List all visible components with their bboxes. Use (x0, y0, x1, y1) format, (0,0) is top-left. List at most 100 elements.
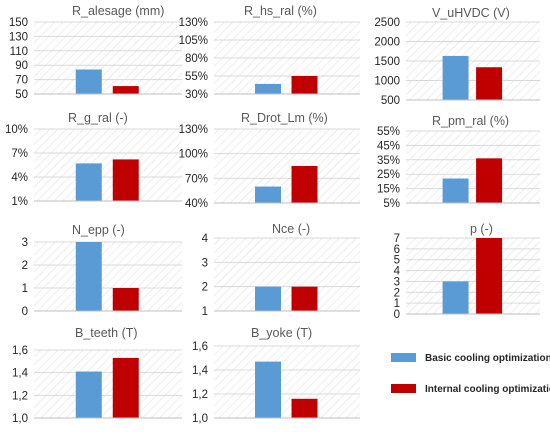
y-tick-label: 30% (185, 89, 208, 101)
chart-panel: 10% 7% 4% 1% R_g_ral (-) (5, 111, 182, 208)
y-tick-label: 2 (22, 260, 28, 272)
chart-title: R_pm_ral (%) (432, 114, 509, 128)
bar-internal (291, 398, 318, 418)
y-tick-label: 4 (394, 266, 401, 278)
y-tick-label: 90 (15, 60, 28, 72)
legend-swatch-internal (391, 384, 416, 393)
y-tick-label: 130% (179, 124, 208, 136)
y-tick-label: 1% (11, 196, 28, 208)
y-tick-label: 1,0 (192, 413, 208, 425)
chart-title: R_g_ral (-) (68, 111, 128, 125)
chart-panel: 55% 45% 35% 25% 15% 5% R_pm_ral (%) (377, 114, 540, 210)
y-tick-label: 2 (202, 282, 208, 294)
y-tick-label: 1,6 (12, 345, 28, 357)
y-tick-label: 35% (377, 155, 400, 167)
y-tick-label: 110 (10, 46, 28, 58)
plot-area (214, 129, 360, 203)
y-tick-label: 1000 (374, 76, 400, 88)
chart-panel: 1,6 1,4 1,2 1,0 B_yoke (T) (192, 326, 360, 425)
y-tick-label: 1 (22, 283, 28, 295)
plot-area (214, 238, 360, 311)
legend: Basic cooling optimization Internal cool… (391, 353, 550, 395)
y-tick-label: 3 (202, 257, 208, 269)
y-tick-label: 2 (394, 287, 400, 299)
chart-title: R_Drot_Lm (%) (241, 111, 328, 125)
y-tick-label: 6 (394, 244, 400, 256)
bar-basic (75, 163, 102, 201)
bar-basic (75, 242, 102, 311)
chart-panel: 1,6 1,4 1,2 1,0 B_teeth (T) (12, 326, 182, 425)
y-tick-label: 1 (394, 298, 400, 310)
y-tick-label: 500 (381, 95, 400, 107)
bar-internal (291, 76, 318, 94)
chart-title: B_teeth (T) (75, 326, 138, 340)
y-tick-label: 130 (9, 31, 28, 43)
bar-internal (476, 238, 503, 314)
y-tick-label: 15% (377, 184, 400, 196)
plot-area (34, 242, 182, 311)
chart-panel: 150 130 110 90 70 50 R_alesage (mm) (9, 4, 182, 101)
y-tick-label: 3 (22, 237, 28, 249)
legend-label-internal: Internal cooling optimization (425, 384, 550, 395)
y-tick-label: 7 (394, 233, 400, 245)
y-tick-label: 1,2 (12, 390, 28, 402)
bar-basic (75, 69, 102, 94)
y-tick-label: 4 (202, 233, 209, 245)
y-tick-label: 4% (11, 172, 28, 184)
chart-title: p (-) (470, 222, 493, 236)
plot-area (406, 131, 540, 203)
chart-panel: 2500 2000 1500 1000 500 V_uHVDC (V) (374, 6, 540, 107)
y-tick-label: 2500 (374, 17, 400, 29)
plot-area (34, 22, 182, 94)
y-tick-label: 1,4 (192, 365, 209, 377)
y-tick-label: 2000 (374, 37, 400, 49)
bar-internal (476, 158, 503, 203)
bar-basic (75, 371, 102, 418)
y-tick-label: 70% (185, 173, 208, 185)
bar-internal (112, 159, 139, 201)
chart-title: N_epp (-) (72, 223, 125, 237)
chart-title: R_hs_ral (%) (244, 4, 317, 18)
y-tick-label: 10% (5, 124, 28, 136)
y-tick-label: 1,4 (12, 368, 29, 380)
plot-area (34, 129, 182, 201)
y-tick-label: 100% (179, 149, 208, 161)
bar-internal (291, 286, 318, 311)
chart-title: R_alesage (mm) (72, 4, 164, 18)
bar-basic (255, 361, 282, 418)
y-tick-label: 7% (11, 148, 28, 160)
bar-internal (476, 67, 503, 100)
chart-panel: 3 2 1 0 N_epp (-) (22, 223, 182, 318)
chart-panel: 130% 100% 70% 40% R_Drot_Lm (%) (179, 111, 360, 210)
y-tick-label: 150 (9, 17, 28, 29)
bar-internal (112, 288, 139, 311)
plot-area (406, 238, 540, 314)
bar-basic (442, 178, 469, 203)
chart-title: B_yoke (T) (251, 326, 312, 340)
y-tick-label: 105% (179, 35, 208, 47)
bar-internal (291, 166, 318, 203)
chart-title: V_uHVDC (V) (432, 6, 510, 20)
bar-basic (255, 286, 282, 311)
chart-title: Nce (-) (272, 222, 310, 236)
y-tick-label: 25% (377, 169, 400, 181)
bar-internal (112, 86, 139, 94)
y-tick-label: 5 (394, 255, 400, 267)
legend-label-basic: Basic cooling optimization (425, 353, 550, 364)
y-tick-label: 50 (15, 89, 28, 101)
y-tick-label: 3 (394, 276, 400, 288)
y-tick-label: 1500 (374, 56, 400, 68)
y-tick-label: 70 (15, 75, 28, 87)
y-tick-label: 1,6 (192, 341, 208, 353)
legend-swatch-basic (391, 353, 416, 362)
bar-basic (442, 55, 469, 100)
y-tick-label: 0 (394, 309, 400, 321)
y-tick-label: 55% (185, 71, 208, 83)
plot-area (214, 346, 360, 418)
bar-basic (255, 83, 282, 94)
bar-internal (112, 357, 139, 418)
chart-panel: 4 3 2 1 Nce (-) (202, 222, 360, 318)
y-tick-label: 5% (383, 198, 400, 210)
